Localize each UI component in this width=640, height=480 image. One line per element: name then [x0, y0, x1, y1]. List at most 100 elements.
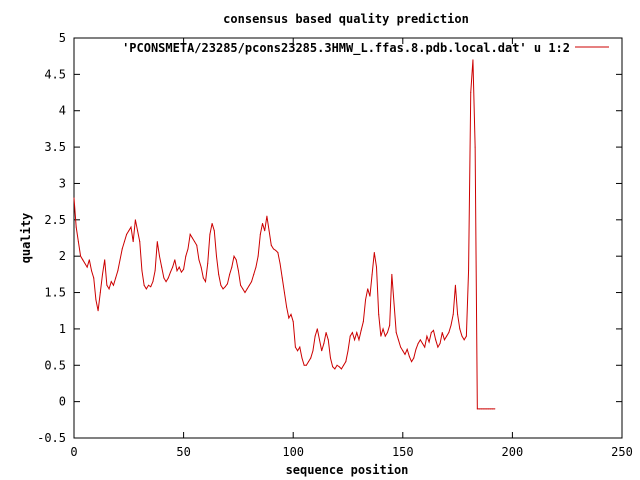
data-point [207, 262, 209, 264]
data-point [108, 288, 110, 290]
data-point [367, 288, 369, 290]
data-point [470, 92, 472, 94]
y-tick-label: 0 [59, 395, 66, 409]
data-point [391, 273, 393, 275]
data-point [422, 342, 424, 344]
data-point [380, 335, 382, 337]
data-point [356, 332, 358, 334]
data-point [281, 277, 283, 279]
y-tick-label: 2 [59, 249, 66, 263]
data-point [205, 281, 207, 283]
data-point [242, 288, 244, 290]
data-point [209, 233, 211, 235]
data-point [183, 268, 185, 270]
data-point [373, 252, 375, 254]
data-point [130, 226, 132, 228]
data-point [299, 346, 301, 348]
x-tick-label: 100 [282, 445, 304, 459]
data-point [226, 283, 228, 285]
data-point [358, 339, 360, 341]
data-point [141, 270, 143, 272]
data-point [266, 215, 268, 217]
data-point [213, 230, 215, 232]
data-point [180, 271, 182, 273]
legend: 'PCONSMETA/23285/pcons23285.3HMW_L.ffas.… [122, 41, 609, 56]
data-point [476, 408, 478, 410]
data-point [270, 244, 272, 246]
data-point [286, 306, 288, 308]
data-point [415, 348, 417, 350]
data-point [452, 313, 454, 315]
data-point [450, 324, 452, 326]
data-point [424, 346, 426, 348]
data-point [432, 329, 434, 331]
data-point [123, 241, 125, 243]
data-point [196, 244, 198, 246]
data-point [327, 339, 329, 341]
data-point [150, 286, 152, 288]
data-point [308, 361, 310, 363]
data-point [126, 233, 128, 235]
data-point [461, 335, 463, 337]
data-point [200, 266, 202, 268]
y-tick-label: 3 [59, 176, 66, 190]
data-point [178, 266, 180, 268]
data-point [112, 284, 114, 286]
data-point [325, 332, 327, 334]
data-point [426, 335, 428, 337]
x-tick-label: 150 [392, 445, 414, 459]
data-point [360, 329, 362, 331]
data-point [402, 350, 404, 352]
data-point [382, 328, 384, 330]
data-point [169, 271, 171, 273]
data-point [91, 270, 93, 272]
data-point [187, 248, 189, 250]
data-point [301, 357, 303, 359]
data-point [479, 408, 481, 410]
data-point [128, 230, 130, 232]
data-point [437, 346, 439, 348]
data-point [441, 332, 443, 334]
data-point [88, 259, 90, 261]
x-tick-label: 200 [502, 445, 524, 459]
data-point [297, 350, 299, 352]
data-point [430, 332, 432, 334]
data-point [336, 364, 338, 366]
x-tick-label: 0 [70, 445, 77, 459]
data-point [211, 222, 213, 224]
data-point [472, 59, 474, 61]
data-point [354, 339, 356, 341]
data-point [154, 270, 156, 272]
data-point [165, 281, 167, 283]
data-point [152, 281, 154, 283]
data-point [86, 266, 88, 268]
chart-title: consensus based quality prediction [223, 12, 469, 26]
data-point [283, 292, 285, 294]
series-points [73, 59, 496, 410]
data-point [393, 302, 395, 304]
y-tick-label: 3.5 [44, 140, 66, 154]
data-point [369, 295, 371, 297]
series-line-quality [73, 59, 495, 410]
data-point [191, 237, 193, 239]
data-point [443, 339, 445, 341]
data-point [316, 328, 318, 330]
plot-frame [73, 37, 623, 439]
data-point [237, 270, 239, 272]
data-point [189, 233, 191, 235]
data-point [395, 332, 397, 334]
data-point [371, 273, 373, 275]
data-point [156, 241, 158, 243]
data-point [110, 281, 112, 283]
data-point [218, 273, 220, 275]
y-axis-ticks: -0.5 0 0.5 1 1.5 2 2.5 3 3.5 4 4.5 5 [37, 31, 622, 445]
data-point [246, 288, 248, 290]
data-point [95, 299, 97, 301]
data-point [262, 222, 264, 224]
data-point [446, 335, 448, 337]
data-point [174, 259, 176, 261]
data-point [277, 252, 279, 254]
data-point [454, 284, 456, 286]
data-point [231, 266, 233, 268]
